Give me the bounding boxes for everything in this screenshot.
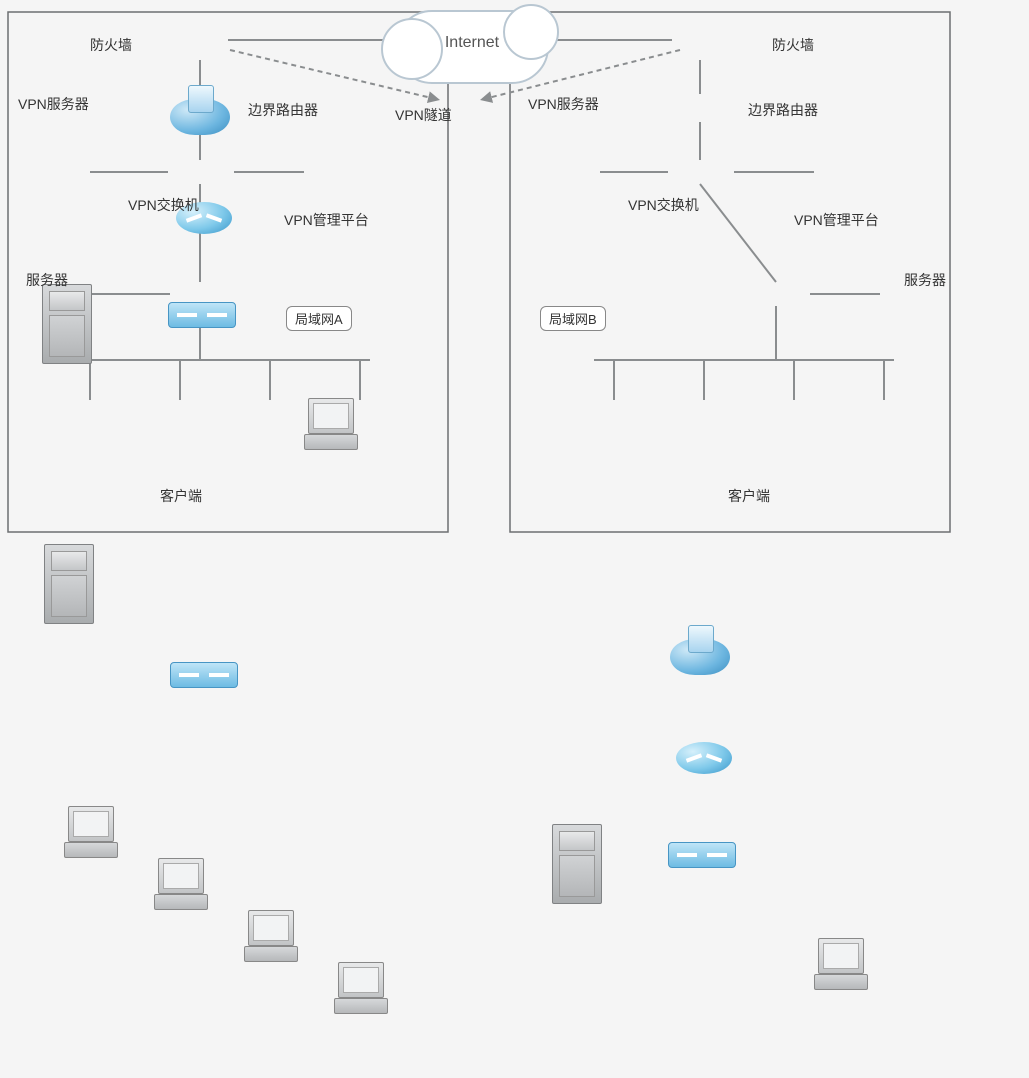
server-B-label: 服务器 bbox=[904, 270, 946, 290]
client-A-2 bbox=[154, 858, 206, 910]
vpn-mgmt-B bbox=[814, 938, 866, 990]
server-A-label: 服务器 bbox=[26, 270, 68, 290]
firewall-A-label: 防火墙 bbox=[90, 35, 132, 55]
client-A-1 bbox=[64, 806, 116, 858]
internet-cloud: Internet bbox=[395, 10, 549, 84]
edge bbox=[700, 184, 776, 282]
diagram-canvas: Internet VPN隧道 防火墙 边界路由器 VPN交换机 VPN服务器 V… bbox=[0, 0, 1029, 539]
firewall-A bbox=[170, 99, 230, 135]
lan-B-label: 局域网B bbox=[540, 306, 606, 331]
vpn-switch-A-label: VPN交换机 bbox=[128, 195, 199, 215]
firewall-B-label: 防火墙 bbox=[772, 35, 814, 55]
inner-switch-A bbox=[170, 662, 238, 688]
region-A-frame bbox=[8, 12, 448, 532]
vpn-server-A-label: VPN服务器 bbox=[18, 94, 89, 114]
vpn-tunnel-label: VPN隧道 bbox=[395, 105, 452, 125]
client-A-3 bbox=[244, 910, 296, 962]
clients-B-label: 客户端 bbox=[728, 486, 770, 506]
vpn-mgmt-B-label: VPN管理平台 bbox=[794, 210, 879, 230]
clients-A-label: 客户端 bbox=[160, 486, 202, 506]
vpn-switch-B-label: VPN交换机 bbox=[628, 195, 699, 215]
vpn-switch-A bbox=[168, 302, 236, 328]
region-B-frame bbox=[510, 12, 950, 532]
cloud-label: Internet bbox=[397, 34, 547, 52]
border-router-A-label: 边界路由器 bbox=[248, 100, 318, 120]
vpn-mgmt-A-label: VPN管理平台 bbox=[284, 210, 369, 230]
vpn-mgmt-A bbox=[304, 398, 356, 450]
firewall-B bbox=[670, 639, 730, 675]
vpn-server-B-label: VPN服务器 bbox=[528, 94, 599, 114]
vpn-server-A bbox=[42, 284, 92, 364]
server-A bbox=[44, 544, 94, 624]
border-router-B bbox=[676, 742, 732, 774]
vpn-switch-B bbox=[668, 842, 736, 868]
vpn-server-B bbox=[552, 824, 602, 904]
lan-A-label: 局域网A bbox=[286, 306, 352, 331]
client-A-4 bbox=[334, 962, 386, 1014]
border-router-B-label: 边界路由器 bbox=[748, 100, 818, 120]
